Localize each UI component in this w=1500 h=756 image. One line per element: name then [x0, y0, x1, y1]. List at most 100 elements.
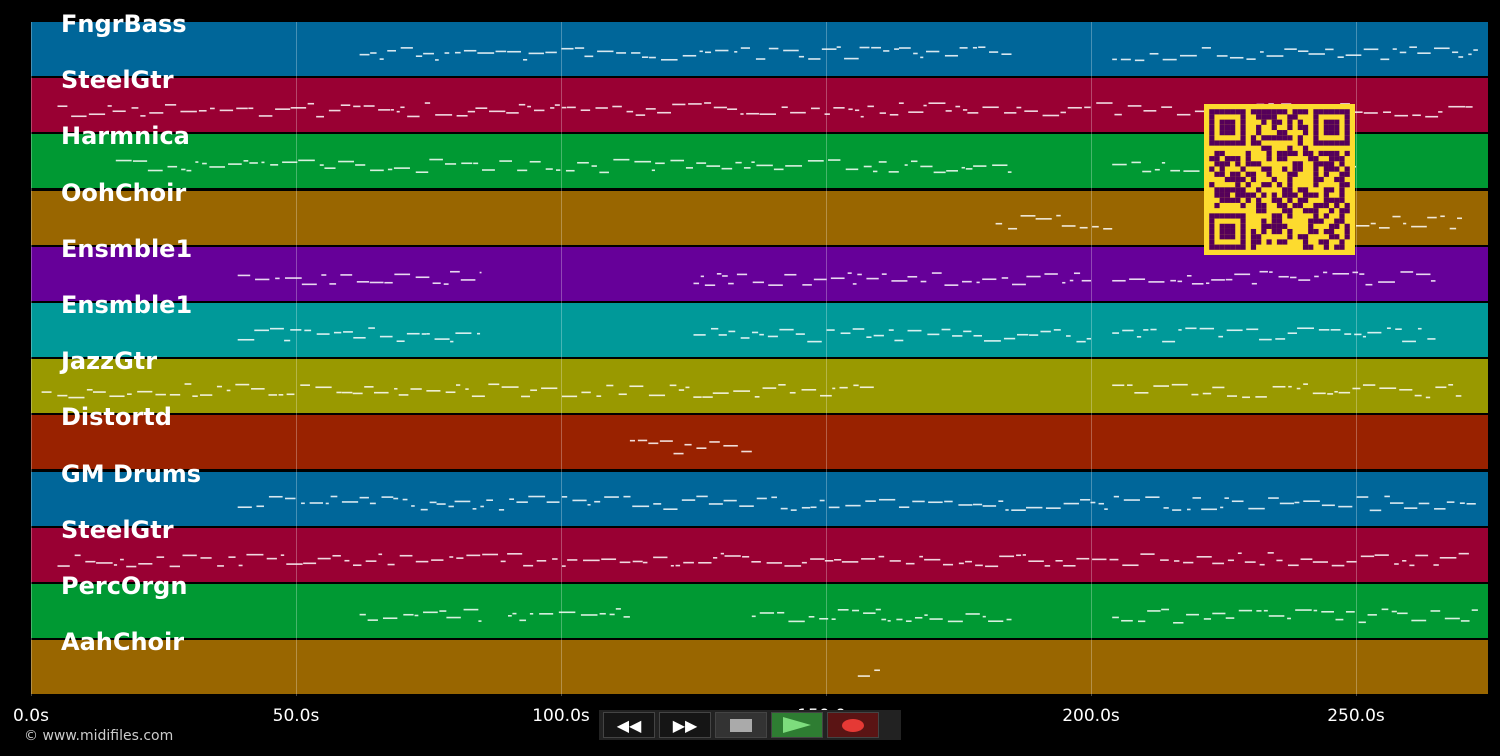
note-mark — [1248, 507, 1265, 510]
note-mark — [57, 565, 70, 567]
track-row[interactable]: Ensmble1 — [31, 291, 1488, 357]
note-mark — [1338, 505, 1353, 508]
track-row[interactable]: JazzGtr — [31, 347, 1488, 414]
note-mark — [68, 396, 85, 399]
note-mark — [379, 335, 393, 338]
note-mark — [1096, 102, 1113, 104]
note-mark — [958, 562, 964, 565]
note-mark — [467, 110, 476, 113]
note-mark — [370, 52, 377, 54]
note-mark — [536, 560, 547, 562]
note-mark — [1161, 106, 1173, 108]
note-mark — [1459, 502, 1465, 504]
piano-roll[interactable]: FngrBass SteelGtr Harmnica OohChoir Ensmble1… — [31, 10, 1488, 696]
note-mark — [400, 106, 405, 109]
note-mark — [1131, 161, 1141, 164]
note-mark — [716, 273, 722, 275]
note-mark — [795, 333, 805, 335]
note-mark — [1183, 561, 1194, 564]
note-mark — [1063, 502, 1080, 505]
note-mark — [784, 273, 797, 276]
track-row[interactable]: AahChoir — [31, 628, 1488, 695]
play-button[interactable] — [771, 712, 823, 738]
note-mark — [1449, 227, 1457, 230]
note-mark — [629, 439, 636, 442]
note-mark — [1076, 557, 1090, 560]
note-mark — [820, 394, 832, 397]
note-mark — [298, 159, 315, 162]
note-mark — [1287, 332, 1297, 335]
note-mark — [681, 499, 696, 501]
note-mark — [1140, 553, 1155, 555]
rewind-button[interactable]: ◀◀ — [603, 712, 655, 738]
note-mark — [1192, 497, 1202, 499]
note-mark — [539, 613, 554, 615]
note-mark — [618, 393, 627, 396]
note-mark — [561, 47, 574, 50]
note-mark — [852, 328, 865, 330]
note-mark — [572, 499, 587, 502]
note-mark — [883, 50, 890, 52]
note-mark — [436, 503, 446, 505]
note-mark — [88, 113, 106, 116]
note-mark — [802, 284, 812, 286]
note-mark — [859, 386, 874, 389]
note-mark — [873, 334, 884, 337]
note-mark — [407, 115, 420, 118]
note-mark — [506, 112, 519, 114]
note-mark — [1104, 508, 1108, 510]
note-mark — [1380, 58, 1390, 61]
note-mark — [1313, 609, 1318, 612]
track-row[interactable]: FngrBass — [31, 10, 1488, 76]
note-mark — [857, 273, 862, 276]
note-mark — [1296, 387, 1301, 390]
note-mark — [180, 110, 197, 113]
note-mark — [1045, 507, 1061, 509]
fast-forward-button[interactable]: ▶▶ — [659, 712, 711, 738]
note-mark — [1143, 329, 1149, 331]
grid-line — [31, 22, 32, 696]
note-mark — [329, 283, 337, 285]
note-mark — [1127, 105, 1142, 107]
note-mark — [655, 162, 665, 165]
stop-button[interactable] — [715, 712, 767, 738]
note-mark — [85, 560, 96, 563]
note-mark — [341, 391, 353, 394]
note-mark — [653, 556, 668, 559]
note-mark — [728, 282, 734, 285]
note-mark — [512, 612, 517, 615]
note-mark — [138, 563, 153, 565]
note-mark — [149, 112, 164, 114]
note-mark — [1147, 610, 1161, 612]
note-mark — [340, 104, 351, 106]
note-mark — [824, 560, 834, 562]
track-name-label: GM Drums — [61, 459, 202, 488]
track-row[interactable]: SteelGtr — [31, 516, 1488, 582]
note-mark — [826, 329, 835, 331]
track-row[interactable]: Distortd — [31, 403, 1488, 470]
note-mark — [107, 105, 112, 107]
record-button[interactable] — [827, 712, 879, 738]
note-mark — [450, 270, 460, 273]
note-mark — [992, 164, 1008, 167]
note-mark — [169, 565, 181, 568]
note-mark — [1440, 215, 1445, 218]
note-mark — [724, 555, 741, 557]
note-mark — [1433, 564, 1439, 566]
note-mark — [508, 615, 512, 617]
note-mark — [317, 557, 331, 560]
note-mark — [1137, 620, 1146, 623]
note-mark — [1129, 278, 1146, 281]
note-mark — [754, 396, 760, 398]
note-mark — [519, 619, 527, 622]
note-mark — [475, 107, 488, 109]
note-mark — [1061, 225, 1076, 227]
note-mark — [1212, 386, 1225, 389]
note-mark — [356, 281, 370, 283]
note-mark — [661, 58, 678, 61]
note-mark — [387, 563, 395, 566]
note-mark — [1001, 53, 1012, 55]
note-mark — [978, 46, 986, 49]
note-mark — [798, 55, 805, 58]
note-mark — [195, 161, 199, 163]
